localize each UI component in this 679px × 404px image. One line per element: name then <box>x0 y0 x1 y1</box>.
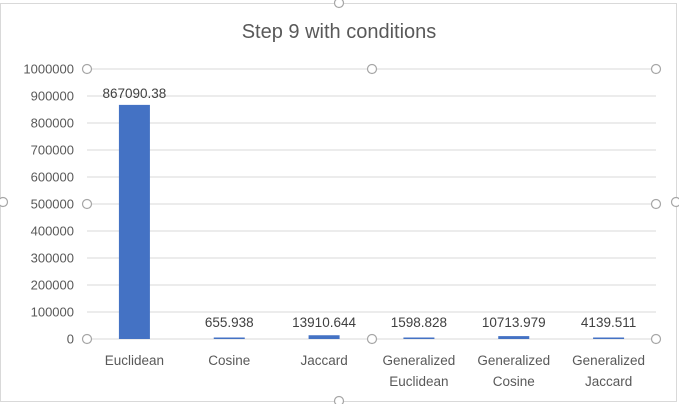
category-label: Cosine <box>208 353 250 368</box>
y-tick-label: 1000000 <box>23 62 74 77</box>
data-label: 10713.979 <box>482 315 546 330</box>
bars <box>118 104 625 340</box>
bar <box>308 335 340 339</box>
plot-area-resize-handle[interactable] <box>650 63 662 75</box>
plot-area-resize-handle[interactable] <box>366 63 378 75</box>
y-tick-label: 300000 <box>31 251 74 266</box>
bar <box>118 104 150 340</box>
chart-resize-handle[interactable] <box>0 196 9 208</box>
data-label: 13910.644 <box>292 315 356 330</box>
data-label: 4139.511 <box>581 315 636 330</box>
category-label: Generalized <box>572 353 645 368</box>
bar <box>498 336 530 339</box>
plot-area-resize-handle[interactable] <box>81 63 93 75</box>
y-tick-label: 600000 <box>31 170 74 185</box>
y-tick-label: 100000 <box>31 305 74 320</box>
y-tick-label: 0 <box>67 332 74 347</box>
y-tick-label: 200000 <box>31 278 74 293</box>
y-tick-label: 400000 <box>31 224 74 239</box>
chart-resize-handle[interactable] <box>333 395 345 404</box>
category-label: Jaccard <box>585 374 632 389</box>
category-label: Euclidean <box>105 353 164 368</box>
category-label: Cosine <box>493 374 535 389</box>
chart-border <box>0 3 677 402</box>
data-label: 867090.38 <box>103 86 167 101</box>
category-label: Euclidean <box>389 374 448 389</box>
data-labels: 867090.38 655.938 13910.644 1598.828 10713.9… <box>103 86 637 330</box>
x-axis-category-labels: Euclidean Cosine Jaccard Generalized Euclide… <box>105 353 645 389</box>
plot-area-resize-handle[interactable] <box>650 333 662 345</box>
chart-resize-handle[interactable] <box>670 196 679 208</box>
y-tick-label: 800000 <box>31 116 74 131</box>
y-axis-tick-labels: 0 100000 200000 300000 400000 500000 600000 700… <box>23 62 74 347</box>
category-label: Jaccard <box>300 353 347 368</box>
bar <box>213 337 245 339</box>
chart-title: Step 9 with conditions <box>242 21 437 43</box>
bar <box>403 337 435 339</box>
chart-resize-handle[interactable] <box>333 0 345 9</box>
plot-area-resize-handle[interactable] <box>650 198 662 210</box>
category-label: Generalized <box>383 353 456 368</box>
y-tick-label: 500000 <box>31 197 74 212</box>
gridlines <box>87 68 656 340</box>
bar <box>593 337 625 339</box>
y-tick-label: 900000 <box>31 89 74 104</box>
data-label: 1598.828 <box>391 315 447 330</box>
plot-area-resize-handle[interactable] <box>366 333 378 345</box>
data-label: 655.938 <box>205 315 254 330</box>
plot-area-resize-handle[interactable] <box>81 333 93 345</box>
category-label: Generalized <box>477 353 550 368</box>
plot-area-resize-handle[interactable] <box>81 198 93 210</box>
y-tick-label: 700000 <box>31 143 74 158</box>
